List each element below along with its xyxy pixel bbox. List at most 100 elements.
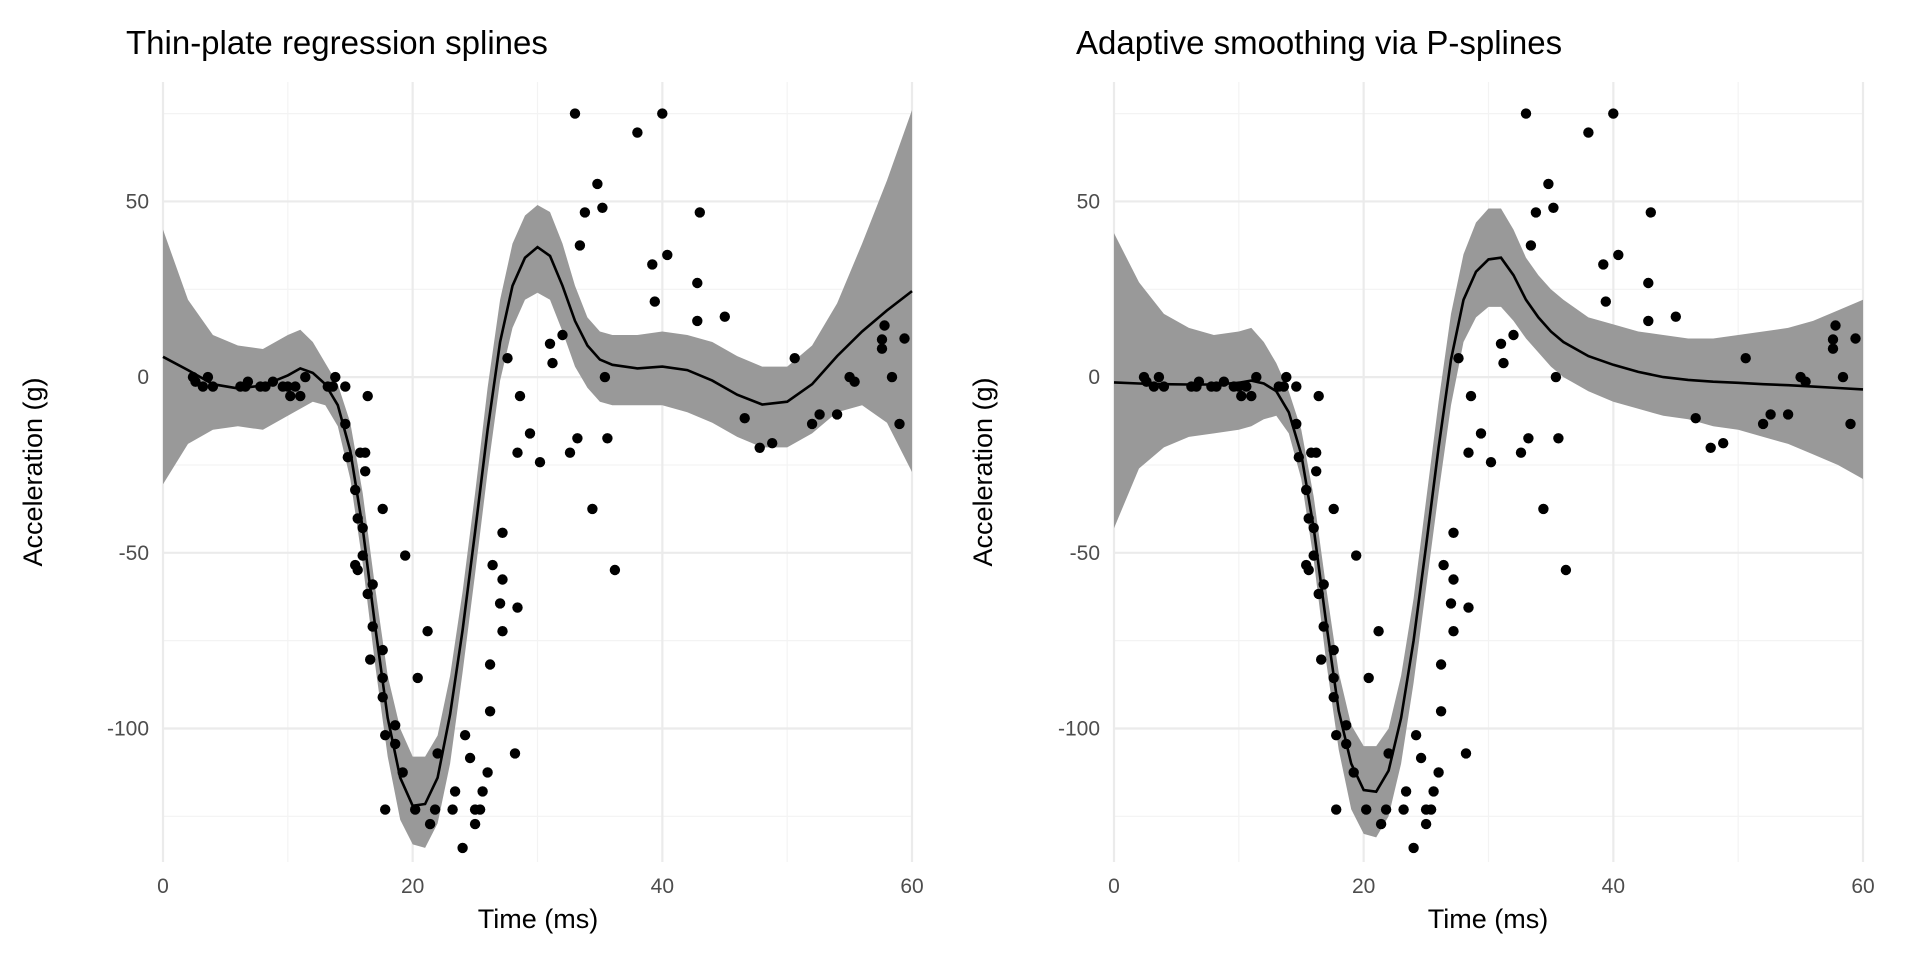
data-point (1460, 748, 1472, 759)
x-tick-label: 20 (401, 875, 424, 898)
x-tick-label: 20 (1352, 875, 1375, 898)
data-point (1613, 249, 1624, 261)
chart-title: Thin-plate regression splines (126, 24, 548, 61)
data-point (692, 315, 703, 327)
data-point (1236, 390, 1247, 402)
data-point (1313, 588, 1324, 600)
data-point (1560, 564, 1572, 576)
data-point (1193, 376, 1205, 387)
data-point (1351, 550, 1362, 561)
x-tick-label: 0 (157, 875, 169, 898)
data-point (649, 296, 660, 307)
data-point (849, 376, 860, 387)
data-point (579, 207, 591, 218)
data-point (1435, 706, 1447, 717)
data-point (429, 804, 441, 815)
data-point (267, 376, 279, 387)
data-point (362, 390, 373, 402)
data-point (509, 748, 521, 759)
data-point (327, 381, 338, 392)
data-point (367, 621, 378, 632)
data-point (477, 786, 488, 797)
grid (1112, 82, 1865, 862)
data-point (814, 409, 825, 420)
data-point (587, 503, 598, 515)
data-point (1148, 381, 1160, 392)
data-point (1837, 371, 1849, 383)
data-point (242, 376, 254, 387)
data-point (340, 381, 351, 392)
data-point (1400, 786, 1412, 797)
data-point (899, 333, 910, 344)
data-point (1328, 672, 1339, 684)
confidence-band (1114, 208, 1863, 838)
data-point (692, 277, 703, 289)
data-point (1241, 381, 1252, 392)
data-point (362, 588, 373, 600)
data-point (1316, 654, 1327, 665)
data-point (1331, 804, 1342, 815)
data-point (502, 353, 513, 364)
data-point (592, 178, 603, 190)
data-point (789, 353, 800, 364)
data-point (1420, 818, 1432, 830)
data-point (1465, 390, 1477, 402)
data-point (197, 381, 209, 392)
grid (161, 82, 914, 862)
data-point (1281, 371, 1292, 383)
data-point (1598, 259, 1609, 270)
data-point (1428, 786, 1439, 797)
data-point (1608, 108, 1619, 119)
data-point (1341, 720, 1352, 731)
data-point (739, 413, 750, 424)
x-tick-label: 0 (1108, 875, 1120, 898)
data-point (662, 249, 673, 261)
data-point (1318, 579, 1329, 590)
y-tick-label: -50 (119, 542, 149, 565)
data-point (1525, 240, 1537, 251)
data-point (1328, 503, 1339, 515)
data-point (497, 574, 508, 585)
data-point (459, 730, 471, 741)
tick-labels: 0 20 40 60 -100 -50 0 50 (107, 190, 924, 898)
data-point (879, 320, 890, 331)
data-point (377, 692, 388, 703)
data-point (469, 818, 481, 830)
data-point (494, 598, 506, 609)
x-tick-label: 60 (1851, 875, 1874, 898)
data-point (564, 447, 576, 458)
data-point (1141, 376, 1152, 387)
x-axis-label: Time (ms) (478, 904, 598, 934)
data-point (1445, 598, 1457, 609)
data-point (400, 550, 411, 561)
data-point (300, 371, 311, 383)
data-point (1543, 178, 1554, 190)
data-point (377, 503, 388, 515)
data-point (1538, 503, 1549, 515)
data-point (497, 626, 508, 637)
data-point (1303, 513, 1314, 524)
data-point (1670, 311, 1682, 322)
data-point (295, 390, 306, 402)
y-tick-label: 0 (1088, 366, 1100, 389)
data-point (1583, 127, 1594, 138)
data-point (547, 357, 558, 369)
data-point (282, 381, 293, 392)
data-point (1690, 413, 1701, 424)
data-point (1415, 752, 1427, 764)
data-point (449, 786, 461, 797)
data-point (422, 626, 433, 637)
data-point (1218, 376, 1230, 387)
y-axis-label: Acceleration (g) (18, 377, 48, 566)
data-point (410, 804, 421, 815)
data-points (187, 108, 910, 854)
data-point (1485, 457, 1497, 468)
data-point (876, 334, 888, 345)
x-tick-label: 40 (651, 875, 674, 898)
data-point (350, 484, 361, 496)
data-point (806, 418, 818, 430)
data-point (380, 804, 391, 815)
x-tick-label: 60 (900, 875, 923, 898)
data-point (632, 127, 643, 138)
data-point (1380, 804, 1392, 815)
